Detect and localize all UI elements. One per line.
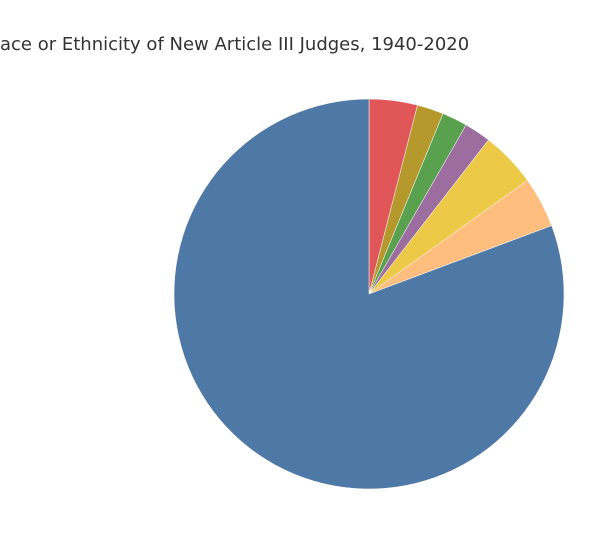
chart-title: ace or Ethnicity of New Article III Judg… bbox=[0, 34, 469, 55]
pie-slice bbox=[173, 98, 565, 490]
